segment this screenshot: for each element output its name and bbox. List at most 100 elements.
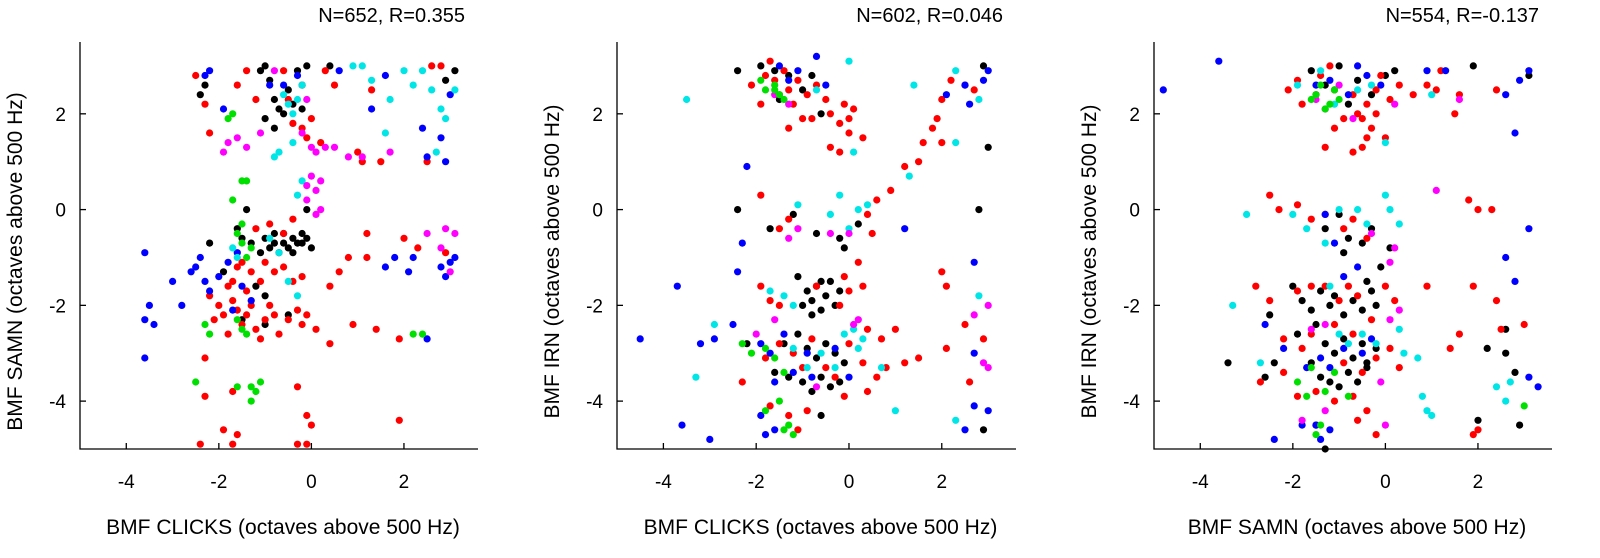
scatter-point — [757, 282, 765, 290]
scatter-point — [1483, 344, 1491, 352]
scatter-point — [293, 440, 302, 448]
scatter-point — [1317, 421, 1325, 429]
scatter-point — [799, 301, 807, 309]
scatter-point — [984, 67, 992, 75]
scatter-point — [738, 239, 746, 247]
scatter-point — [1414, 354, 1422, 362]
y-axis-label: BMF SAMN (octaves above 500 Hz) — [4, 92, 27, 430]
scatter-point — [845, 229, 853, 238]
scatter-point — [808, 311, 816, 319]
scatter-point — [293, 191, 302, 199]
scatter-point — [1307, 67, 1315, 75]
scatter-point — [1317, 354, 1325, 362]
scatter-point — [938, 268, 946, 276]
scatter-point — [1502, 91, 1510, 99]
scatter-point — [1349, 115, 1357, 123]
scatter-point — [1330, 368, 1339, 376]
scatter-point — [1428, 91, 1436, 99]
scatter-point — [1335, 62, 1343, 70]
scatter-point — [233, 263, 241, 271]
scatter-point — [1312, 320, 1320, 329]
scatter-point — [1317, 81, 1325, 89]
scatter-point — [150, 320, 158, 329]
scatter-point — [169, 277, 177, 285]
scatter-point — [363, 253, 371, 262]
scatter-point — [1386, 258, 1394, 266]
scatter-point — [1469, 282, 1477, 290]
scatter-point — [1354, 62, 1362, 70]
scatter-point — [850, 320, 858, 329]
scatter-point — [975, 292, 983, 300]
scatter-point — [303, 182, 311, 190]
scatter-point — [229, 110, 237, 118]
scatter-point — [266, 81, 274, 89]
scatter-point — [1293, 287, 1302, 295]
scatter-point — [854, 220, 862, 228]
scatter-point — [738, 378, 746, 386]
scatter-point — [803, 91, 811, 99]
scatter-point — [734, 268, 742, 276]
scatter-point — [256, 129, 265, 137]
scatter-point — [215, 273, 223, 281]
scatter-point — [423, 335, 431, 343]
scatter-point — [1534, 383, 1542, 391]
scatter-point — [1432, 186, 1440, 194]
scatter-point — [1317, 373, 1325, 381]
scatter-point — [395, 335, 403, 343]
scatter-point — [1344, 234, 1352, 242]
scatter-point — [335, 268, 343, 276]
scatter-point — [446, 91, 454, 99]
scatter-point — [1418, 392, 1426, 400]
scatter-point — [789, 344, 797, 352]
scatter-point — [192, 71, 200, 80]
scatter-point — [1469, 431, 1477, 439]
scatter-point — [280, 91, 288, 99]
scatter-point — [252, 95, 260, 104]
scatter-point — [757, 411, 765, 420]
scatter-point — [1303, 225, 1311, 233]
scatter-point — [1354, 86, 1362, 94]
scatter-point — [794, 201, 802, 209]
scatter-point — [1354, 292, 1362, 300]
scatter-point — [1386, 206, 1394, 214]
scatter-point — [822, 364, 830, 372]
scatter-point — [863, 325, 872, 333]
scatter-point — [275, 330, 283, 338]
scatter-point — [196, 253, 204, 262]
scatter-point — [210, 316, 218, 324]
scatter-point — [775, 397, 784, 405]
scatter-point — [1372, 340, 1380, 348]
scatter-point — [1340, 115, 1348, 123]
scatter-point — [836, 119, 844, 127]
scatter-point — [1409, 91, 1417, 99]
scatter-point — [1516, 76, 1524, 84]
scatter-point — [256, 249, 265, 257]
scatter-point — [761, 344, 770, 352]
scatter-point — [1321, 387, 1329, 396]
scatter-point — [1474, 426, 1482, 434]
scatter-point — [247, 297, 255, 305]
scatter-point — [344, 253, 352, 262]
scatter-point — [229, 244, 237, 252]
scatter-point — [1367, 229, 1376, 238]
scatter-point — [326, 340, 334, 348]
scatter-point — [293, 71, 302, 80]
scatter-point — [303, 311, 311, 319]
scatter-point — [683, 95, 691, 104]
scatter-point — [845, 373, 853, 381]
scatter-point — [238, 282, 246, 290]
scatter-point — [845, 129, 853, 137]
scatter-point — [293, 95, 302, 104]
panel-stat-label: N=602, R=0.046 — [856, 5, 1003, 27]
scatter-point — [1363, 220, 1371, 228]
scatter-point — [1423, 407, 1431, 415]
scatter-point — [757, 191, 765, 199]
axis-frame — [616, 42, 1016, 450]
scatter-point — [1465, 196, 1473, 204]
scatter-point — [822, 95, 830, 104]
scatter-point — [812, 52, 821, 61]
scatter-point — [1363, 71, 1371, 80]
scatter-point — [270, 311, 278, 319]
scatter-point — [1354, 206, 1362, 214]
